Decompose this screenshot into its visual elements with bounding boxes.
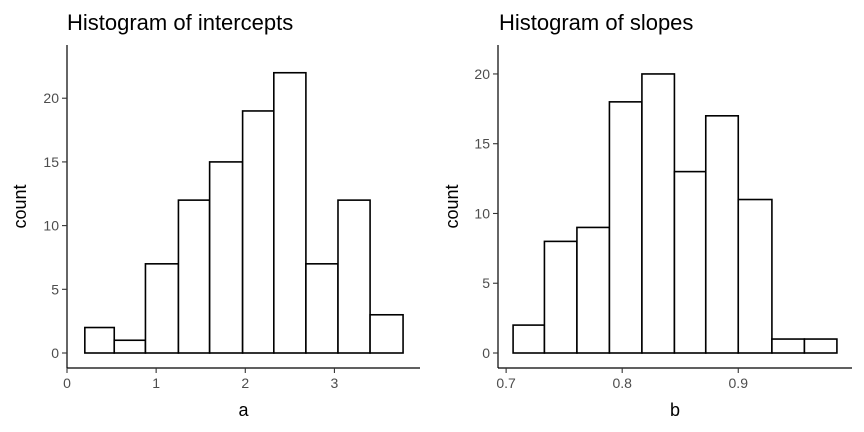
histogram-bar [273,71,307,354]
y-tick-label: 0 [482,345,490,361]
y-axis-title: count [442,184,462,228]
y-tick-label: 20 [43,90,59,106]
histogram-bar [608,101,643,354]
histogram-bar [512,324,546,354]
x-tick-label: 3 [331,375,339,391]
x-tick-label: 0.9 [729,375,749,391]
x-axis-title: b [670,400,680,420]
histogram-bar [803,338,838,354]
y-tick-label: 5 [51,281,59,297]
histogram-bar [84,326,116,354]
x-axis-title: a [238,400,249,420]
histogram-bar [673,170,707,354]
histogram-bar [241,110,275,354]
y-tick-label: 10 [474,205,490,221]
histogram-bar [704,115,740,354]
x-tick-label: 2 [241,375,249,391]
histogram-bar [543,240,578,354]
y-tick-label: 0 [51,345,59,361]
histogram-bar [144,263,180,354]
histogram-bar [369,313,404,354]
histogram-bar [305,263,339,354]
y-tick-label: 15 [474,136,490,152]
histogram-bar [576,226,611,354]
histogram-bar [177,199,211,354]
histogram-bar [208,161,244,354]
y-tick-label: 5 [482,275,490,291]
chart-panel-slopes: Histogram of slopes 0 5 10 15 20 0.7 0.8 0.9 b cou… [442,10,852,420]
y-axis-title: count [10,184,30,228]
x-tick-label: 0.7 [496,375,516,391]
histogram-bar [771,338,806,354]
chart-panel-intercepts: Histogram of intercepts 0 5 10 15 20 0 1 2 3 a coun… [10,10,420,420]
histogram-bar [113,339,147,354]
y-tick-label: 20 [474,66,490,82]
histogram-bar [641,73,676,354]
y-tick-label: 10 [43,218,59,234]
chart-title: Histogram of slopes [499,10,693,35]
histogram-bar [737,198,773,354]
y-tick-label: 15 [43,154,59,170]
x-tick-label: 0 [63,375,71,391]
x-tick-label: 0.8 [612,375,632,391]
x-tick-label: 1 [152,375,160,391]
chart-title: Histogram of intercepts [67,10,293,35]
histogram-bar [337,199,371,354]
